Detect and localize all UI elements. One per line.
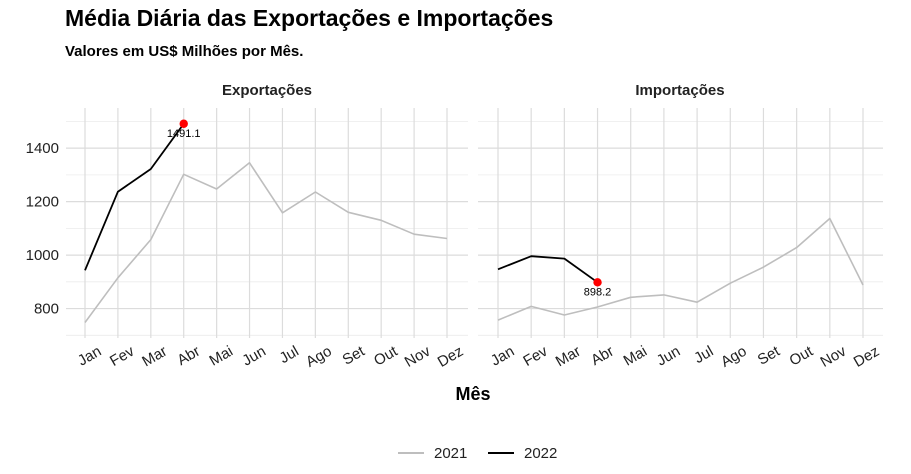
x-tick-label: Ago: [303, 343, 335, 371]
y-axis-ticks: 800 1000 1200 1400: [26, 140, 59, 317]
x-tick-label: Dez: [435, 343, 467, 371]
legend-label-2022: 2022: [524, 445, 557, 462]
x-tick-label: Jul: [691, 343, 716, 367]
panel-importacoes: Importações 898.2 Jan Fev Mar Abr Mai Jun Jul A…: [478, 82, 883, 371]
x-tick-label: Fev: [107, 342, 138, 369]
legend-label-2021: 2021: [434, 445, 467, 462]
highlight-label: 898.2: [584, 286, 612, 298]
highlight-label: 1491.1: [167, 128, 201, 140]
chart-subtitle: Valores em US$ Milhões por Mês.: [65, 43, 303, 60]
x-tick-label: Mar: [139, 343, 170, 371]
x-axis-label: Mês: [455, 384, 490, 404]
x-tick-label: Mar: [553, 343, 584, 371]
y-tick-label: 1200: [26, 194, 59, 211]
series-line-2021: [497, 217, 864, 321]
x-tick-label: Nov: [402, 342, 434, 370]
series-line-2021: [84, 162, 448, 323]
legend: 2021 2022: [398, 445, 557, 462]
x-tick-label: Mai: [207, 343, 236, 370]
y-tick-label: 800: [34, 301, 59, 318]
x-tick-label: Dez: [851, 343, 883, 371]
x-tick-label: Jun: [654, 343, 683, 370]
x-tick-label: Jan: [75, 343, 104, 370]
facet-title-importacoes: Importações: [635, 82, 724, 99]
x-ticks-importacoes: Jan Fev Mar Abr Mai Jun Jul Ago Set Out Nov Dez: [488, 342, 882, 370]
x-tick-label: Set: [340, 342, 369, 368]
x-tick-label: Mai: [621, 343, 650, 370]
x-tick-label: Abr: [588, 343, 617, 369]
grid-exportacoes: [66, 108, 468, 338]
x-tick-label: Ago: [718, 343, 750, 371]
x-tick-label: Out: [787, 342, 817, 369]
highlight-point: [593, 278, 602, 287]
grid-importacoes: [478, 108, 883, 338]
x-tick-label: Fev: [520, 342, 551, 369]
x-tick-label: Out: [371, 342, 401, 369]
y-tick-label: 1400: [26, 140, 59, 157]
series-line-2022: [497, 255, 599, 284]
x-tick-label: Nov: [818, 342, 850, 370]
x-tick-label: Abr: [174, 343, 203, 369]
lines-exportacoes: 1491.1: [84, 119, 448, 323]
x-tick-label: Jan: [488, 343, 517, 370]
chart-title: Média Diária das Exportações e Importaçõ…: [65, 5, 553, 31]
facet-title-exportacoes: Exportações: [222, 82, 312, 99]
x-tick-label: Jul: [277, 343, 302, 367]
series-line-2022: [84, 123, 185, 271]
x-tick-label: Set: [755, 342, 784, 368]
x-tick-label: Jun: [239, 343, 268, 370]
y-tick-label: 1000: [26, 247, 59, 264]
lines-importacoes: 898.2: [497, 217, 864, 321]
panel-exportacoes: Exportações 1491.1 Jan Fev Mar Abr Mai Jun Jul…: [66, 82, 468, 371]
x-ticks-exportacoes: Jan Fev Mar Abr Mai Jun Jul Ago Set Out Nov Dez: [75, 342, 466, 370]
highlight-point: [179, 119, 188, 128]
